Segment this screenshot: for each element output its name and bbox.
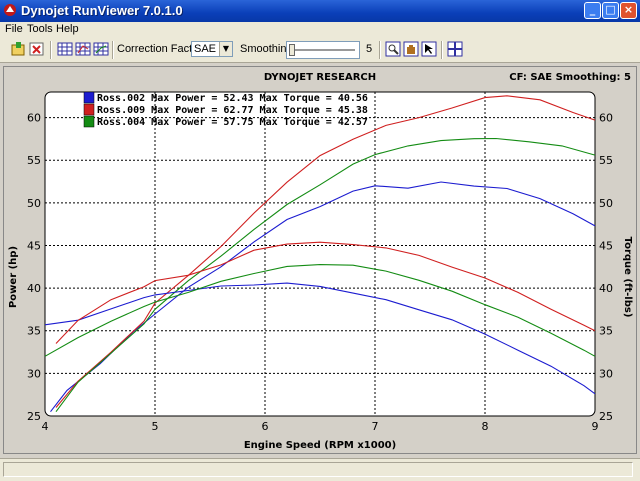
- zoom-icon[interactable]: [385, 41, 401, 57]
- chart-settings-info: CF: SAE Smoothing: 5: [509, 72, 631, 83]
- y-tick-label-power: 30: [27, 367, 41, 380]
- toolbar-separator: [50, 41, 52, 59]
- y-tick-label-power: 40: [27, 282, 41, 295]
- chart-title: DYNOJET RESEARCH: [264, 72, 376, 83]
- legend-entry: Ross.004 Max Power = 57.75 Max Torque = …: [97, 117, 368, 128]
- y-axis-label-torque: Torque (ft-lbs): [622, 237, 633, 318]
- y-tick-label-torque: 60: [599, 112, 613, 125]
- menu-file[interactable]: File: [5, 23, 23, 35]
- correction-factor-value: SAE: [194, 43, 217, 55]
- correction-factor-select[interactable]: SAE ▼: [191, 41, 233, 57]
- x-tick-label: 4: [42, 420, 49, 433]
- slider-thumb[interactable]: [289, 44, 295, 56]
- toolbar-separator: [441, 41, 443, 59]
- chevron-down-icon[interactable]: ▼: [219, 42, 232, 56]
- y-tick-label-power: 45: [27, 239, 41, 252]
- x-tick-label: 6: [262, 420, 269, 433]
- x-tick-label: 5: [152, 420, 159, 433]
- y-tick-label-power: 35: [27, 325, 41, 338]
- y-tick-label-torque: 35: [599, 325, 613, 338]
- pan-hand-icon[interactable]: [403, 41, 419, 57]
- series-line-ross-004-torque: [44, 264, 596, 357]
- x-axis-label: Engine Speed (RPM x1000): [244, 440, 396, 451]
- series-line-ross-009: [55, 95, 596, 408]
- status-text: [3, 462, 633, 477]
- y-tick-label-power: 60: [27, 112, 41, 125]
- graph-icon[interactable]: [57, 41, 73, 57]
- status-bar: [0, 458, 640, 481]
- cursor-icon[interactable]: [421, 41, 437, 57]
- compare-icon[interactable]: [93, 41, 109, 57]
- y-tick-label-torque: 50: [599, 197, 613, 210]
- legend-swatch: [83, 115, 95, 128]
- legend-entry: Ross.002 Max Power = 52.43 Max Torque = …: [97, 93, 368, 104]
- close-button[interactable]: ×: [620, 2, 637, 19]
- menu-bar: File Tools Help: [0, 22, 640, 39]
- menu-tools[interactable]: Tools: [27, 23, 53, 35]
- window-layout-icon[interactable]: [447, 41, 463, 57]
- y-axis-label-power: Power (hp): [8, 246, 19, 308]
- slider-track: [291, 49, 355, 52]
- y-tick-label-torque: 25: [599, 410, 613, 423]
- y-tick-label-torque: 40: [599, 282, 613, 295]
- title-bar: Dynojet RunViewer 7.0.1.0 _ □ ×: [0, 0, 640, 22]
- window-title: Dynojet RunViewer 7.0.1.0: [21, 3, 183, 18]
- smoothing-slider[interactable]: [286, 41, 360, 59]
- y-tick-label-power: 50: [27, 197, 41, 210]
- open-run-icon[interactable]: [10, 41, 26, 57]
- legend-entry: Ross.009 Max Power = 62.77 Max Torque = …: [97, 105, 368, 116]
- series-line-ross-004: [55, 137, 596, 413]
- series-line-ross-009-torque: [55, 241, 596, 344]
- app-logo-icon: [4, 4, 16, 16]
- smoothing-label: Smoothing:: [240, 43, 296, 55]
- grid-icon[interactable]: [75, 41, 91, 57]
- x-tick-label: 9: [592, 420, 599, 433]
- y-tick-label-torque: 30: [599, 367, 613, 380]
- y-tick-label-power: 25: [27, 410, 41, 423]
- y-tick-label-power: 55: [27, 154, 41, 167]
- plot-area: [44, 91, 596, 417]
- legend-swatch: [83, 91, 95, 104]
- maximize-button[interactable]: □: [602, 2, 619, 19]
- x-tick-label: 7: [372, 420, 379, 433]
- y-tick-label-torque: 45: [599, 239, 613, 252]
- y-tick-label-torque: 55: [599, 154, 613, 167]
- menu-help[interactable]: Help: [56, 23, 79, 35]
- toolbar-separator: [112, 41, 114, 59]
- toolbar-separator: [379, 41, 381, 59]
- toolbar: Correction Factor: SAE ▼ Smoothing: 5: [0, 38, 640, 63]
- minimize-button[interactable]: _: [584, 2, 601, 19]
- legend-swatch: [83, 103, 95, 116]
- close-run-icon[interactable]: [29, 41, 45, 57]
- x-tick-label: 8: [482, 420, 489, 433]
- smoothing-value: 5: [366, 43, 373, 55]
- series-line-ross-002-torque: [44, 282, 596, 395]
- correction-factor-label: Correction Factor:: [117, 43, 206, 55]
